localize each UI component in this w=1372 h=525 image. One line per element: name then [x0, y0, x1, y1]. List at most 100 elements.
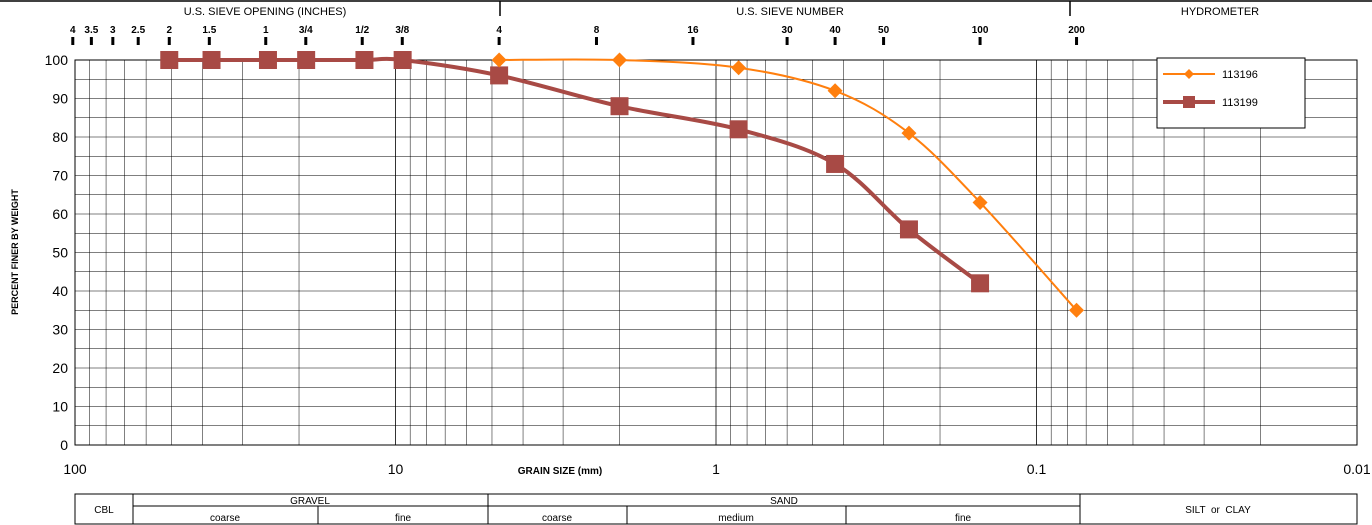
legend-label-113196: 113196 [1222, 69, 1258, 81]
x-tick-label: 100 [63, 461, 87, 477]
sieve-tick-label: 1.5 [202, 25, 216, 36]
sieve-tick-mark [978, 37, 982, 45]
sieve-tick-label: 3/4 [299, 25, 313, 36]
sieve-tick-mark [111, 37, 115, 45]
sieve-tick-mark [136, 37, 140, 45]
x-tick-label: 1 [712, 461, 720, 477]
legend-marker-113196 [1184, 69, 1194, 79]
sieve-tick-label: 1/2 [355, 25, 369, 36]
y-tick-label: 90 [52, 91, 68, 107]
x-axis-label: GRAIN SIZE (mm) [518, 466, 602, 477]
sieve-tick-mark [304, 37, 308, 45]
sieve-tick-label: 1 [263, 25, 269, 36]
grid [75, 59, 1357, 446]
sieve-tick-mark [264, 37, 268, 45]
sieve-tick-label: 50 [878, 25, 890, 36]
data-point-113196 [827, 83, 843, 99]
y-tick-label: 70 [52, 168, 68, 184]
y-tick-label: 80 [52, 129, 68, 145]
sieve-tick-label: 3.5 [84, 25, 98, 36]
data-point-113199 [610, 97, 629, 116]
sieve-tick-label: 3 [110, 25, 116, 36]
data-point-113199 [899, 220, 918, 239]
legend: 113196 113199 [1156, 57, 1306, 129]
class-sand-medium: medium [718, 513, 754, 524]
y-tick-label: 50 [52, 245, 68, 261]
sieve-tick-mark [207, 37, 211, 45]
sieve-tick-mark [400, 37, 404, 45]
sieve-header: U.S. SIEVE OPENING (INCHES) U.S. SIEVE N… [0, 0, 1372, 45]
sieve-tick-label: 3/8 [395, 25, 409, 36]
class-sand-coarse: coarse [542, 513, 572, 524]
y-axis-label: PERCENT FINER BY WEIGHT [10, 189, 20, 315]
x-tick-label: 0.01 [1343, 461, 1370, 477]
sieve-tick-mark [1075, 37, 1079, 45]
sieve-tick-label: 100 [972, 25, 989, 36]
legend-box [1156, 57, 1306, 129]
class-gravel-fine: fine [395, 513, 412, 524]
data-point-113196 [731, 60, 747, 76]
data-point-113196 [491, 52, 507, 68]
axes: PERCENT FINER BY WEIGHT GRAIN SIZE (mm) … [10, 52, 1371, 477]
sieve-tick-label: 4 [496, 25, 502, 36]
data-point-113196 [612, 52, 628, 68]
y-tick-label: 0 [60, 437, 68, 453]
sieve-tick-label: 4 [70, 25, 76, 36]
series-line-113199 [169, 56, 982, 285]
y-tick-label: 100 [45, 52, 69, 68]
classification-frame [74, 493, 1358, 525]
y-tick-label: 10 [52, 399, 68, 415]
class-gravel-coarse: coarse [210, 513, 240, 524]
data-point-113199 [202, 51, 221, 69]
sieve-tick-mark [594, 37, 598, 45]
data-point-113196 [901, 125, 917, 141]
sieve-tick-label: 16 [687, 25, 699, 36]
sieve-tick-mark [89, 37, 93, 45]
data-point-113199 [826, 154, 845, 173]
sieve-opening-label: U.S. SIEVE OPENING (INCHES) [184, 6, 347, 18]
sieve-tick-mark [833, 37, 837, 45]
data-point-113199 [258, 51, 277, 69]
data-point-113199 [971, 274, 990, 293]
classification-table: CBL GRAVEL SAND SILT or CLAY coarse fine… [74, 493, 1358, 525]
y-tick-label: 60 [52, 206, 68, 222]
sieve-tick-mark [785, 37, 789, 45]
y-tick-label: 40 [52, 283, 68, 299]
class-sand: SAND [770, 496, 798, 507]
data-point-113199 [393, 51, 412, 69]
data-point-113199 [160, 51, 179, 69]
data-point-113199 [729, 120, 748, 139]
data-point-113199 [297, 51, 316, 69]
sieve-number-label: U.S. SIEVE NUMBER [736, 6, 844, 18]
hydrometer-label: HYDROMETER [1181, 6, 1259, 18]
class-gravel: GRAVEL [290, 496, 330, 507]
data-point-113196 [972, 194, 988, 210]
sieve-tick-label: 30 [782, 25, 794, 36]
y-tick-label: 30 [52, 322, 68, 338]
sieve-tick-mark [167, 37, 171, 45]
sieve-tick-mark [882, 37, 886, 45]
data-point-113196 [1069, 302, 1085, 318]
sieve-tick-label: 40 [830, 25, 842, 36]
sieve-tick-label: 8 [594, 25, 600, 36]
sieve-tick-label: 2 [166, 25, 172, 36]
class-cobble: CBL [94, 505, 114, 516]
sieve-tick-label: 2.5 [131, 25, 145, 36]
y-tick-label: 20 [52, 360, 68, 376]
data-point-113199 [355, 51, 374, 69]
plot-frame [74, 59, 1358, 446]
x-tick-label: 0.1 [1027, 461, 1047, 477]
data-point-113199 [490, 66, 509, 85]
sieve-tick-mark [497, 37, 501, 45]
x-tick-label: 10 [388, 461, 404, 477]
class-sand-fine: fine [955, 513, 972, 524]
sieve-tick-mark [71, 37, 75, 45]
legend-label-113199: 113199 [1222, 97, 1258, 109]
class-silt-clay: SILT or CLAY [1185, 505, 1251, 516]
sieve-tick-label: 200 [1068, 25, 1085, 36]
sieve-tick-mark [360, 37, 364, 45]
legend-marker-113199 [1183, 96, 1195, 108]
sieve-tick-mark [691, 37, 695, 45]
series [160, 51, 1085, 318]
